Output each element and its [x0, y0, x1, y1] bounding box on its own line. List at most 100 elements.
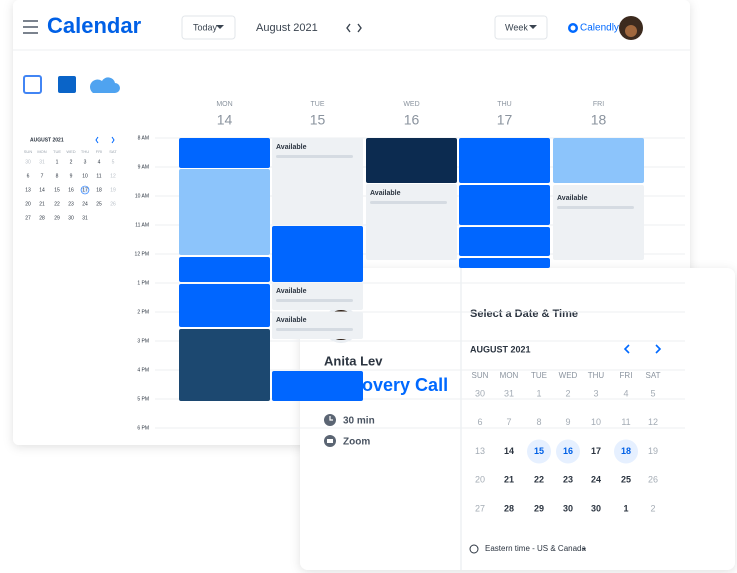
day-name: FRI	[593, 101, 604, 108]
mini-day[interactable]: 25	[96, 201, 102, 207]
mini-day[interactable]: 18	[96, 187, 102, 193]
mini-day[interactable]: 24	[82, 201, 88, 207]
mini-day[interactable]: 9	[70, 173, 73, 179]
booking-day: 10	[591, 417, 601, 427]
mini-day[interactable]: 4	[98, 159, 101, 165]
available-label: Available	[276, 317, 307, 324]
mini-day[interactable]: 20	[25, 201, 31, 207]
mini-day[interactable]: 17	[82, 187, 88, 193]
time-label: 1 PM	[137, 280, 149, 286]
event-block[interactable]	[272, 371, 363, 401]
mini-day[interactable]: 21	[39, 201, 45, 207]
mini-day[interactable]: 16	[68, 187, 74, 193]
avatar-face	[625, 25, 637, 37]
booking-day: 29	[534, 503, 544, 513]
mini-day[interactable]: 6	[27, 173, 30, 179]
brand-name: Calendly	[580, 23, 619, 34]
booking-day: 3	[593, 388, 598, 398]
mini-day[interactable]: 7	[41, 173, 44, 179]
event-block[interactable]	[459, 138, 550, 183]
mini-day[interactable]: 27	[25, 215, 31, 221]
icloud-icon[interactable]	[90, 77, 120, 93]
mini-day[interactable]: 22	[54, 201, 60, 207]
mini-day[interactable]: 13	[25, 187, 31, 193]
event-block[interactable]	[459, 185, 550, 225]
day-date: 16	[404, 112, 420, 128]
event-block[interactable]	[179, 329, 270, 401]
available-slot[interactable]	[553, 185, 644, 260]
event-block[interactable]	[179, 169, 270, 255]
booking-day[interactable]: 15	[534, 446, 544, 456]
mini-day[interactable]: 23	[68, 201, 74, 207]
event-block[interactable]	[459, 227, 550, 256]
mini-day[interactable]: 19	[110, 187, 116, 193]
available-slot[interactable]	[272, 138, 363, 225]
mini-day[interactable]: 11	[96, 173, 101, 179]
available-slot[interactable]	[272, 283, 363, 310]
mini-day[interactable]: 3	[84, 159, 87, 165]
view-label[interactable]: Week	[505, 22, 528, 32]
available-date[interactable]	[527, 439, 551, 464]
booking-day[interactable]: 16	[563, 446, 573, 456]
timezone[interactable]: Eastern time - US & Canada	[485, 544, 586, 553]
mini-day[interactable]: 30	[68, 215, 74, 221]
booking-weekday: MON	[500, 371, 519, 380]
booking-day: 31	[504, 388, 514, 398]
available-date[interactable]	[556, 439, 580, 464]
mini-day[interactable]: 26	[110, 201, 116, 207]
booking-day: 1	[623, 503, 628, 513]
booking-weekday: TUE	[531, 371, 547, 380]
globe-icon	[469, 544, 479, 554]
mini-day[interactable]: 31	[39, 159, 45, 165]
view-button[interactable]	[494, 15, 548, 40]
google-calendar-icon[interactable]	[23, 75, 42, 94]
mini-day[interactable]: 15	[54, 187, 60, 193]
outlook-icon[interactable]	[58, 76, 76, 93]
event-block[interactable]	[459, 258, 550, 268]
booking-day[interactable]: 18	[621, 446, 631, 456]
available-label: Available	[276, 144, 307, 151]
event-block[interactable]	[272, 226, 363, 282]
booking-day: 28	[504, 503, 514, 513]
mini-day[interactable]: 14	[39, 187, 45, 193]
mini-day[interactable]: 28	[39, 215, 45, 221]
available-slot[interactable]	[272, 312, 363, 339]
mini-day[interactable]: 8	[56, 173, 59, 179]
booking-day: 1	[536, 388, 541, 398]
month-arrows[interactable]	[623, 344, 662, 354]
mini-day[interactable]: 5	[112, 159, 115, 165]
caret	[216, 25, 224, 29]
mini-day[interactable]: 12	[110, 173, 116, 179]
available-date[interactable]	[614, 439, 638, 464]
event-block[interactable]	[179, 257, 270, 282]
mini-arrows[interactable]	[95, 136, 115, 144]
available-bar	[370, 201, 447, 204]
booking-day: 21	[504, 475, 514, 485]
available-label: Available	[276, 288, 307, 295]
mini-day[interactable]: 30	[25, 159, 31, 165]
mini-day[interactable]: 10	[82, 173, 88, 179]
booking-day: 7	[506, 417, 511, 427]
mini-day[interactable]: 1	[56, 159, 59, 165]
event-block[interactable]	[179, 138, 270, 168]
current-month: August 2021	[256, 22, 318, 34]
booking-day: 6	[477, 417, 482, 427]
today-label[interactable]: Today	[193, 22, 218, 32]
booking-day: 11	[621, 417, 630, 427]
menu-icon[interactable]	[23, 20, 38, 34]
booking-day: 14	[504, 446, 514, 456]
day-name: THU	[497, 101, 511, 108]
mini-weekday: MON	[37, 149, 46, 154]
event-block[interactable]	[179, 284, 270, 327]
event-block[interactable]	[553, 138, 644, 183]
booking-day: 20	[475, 475, 485, 485]
day-date: 14	[217, 112, 233, 128]
mini-day[interactable]: 29	[54, 215, 60, 221]
week-arrows[interactable]	[346, 23, 362, 33]
mini-day[interactable]: 2	[70, 159, 73, 165]
mini-day[interactable]: 31	[82, 215, 88, 221]
booking-day: 27	[475, 503, 485, 513]
event-block[interactable]	[366, 138, 457, 183]
today-button[interactable]	[181, 15, 236, 40]
